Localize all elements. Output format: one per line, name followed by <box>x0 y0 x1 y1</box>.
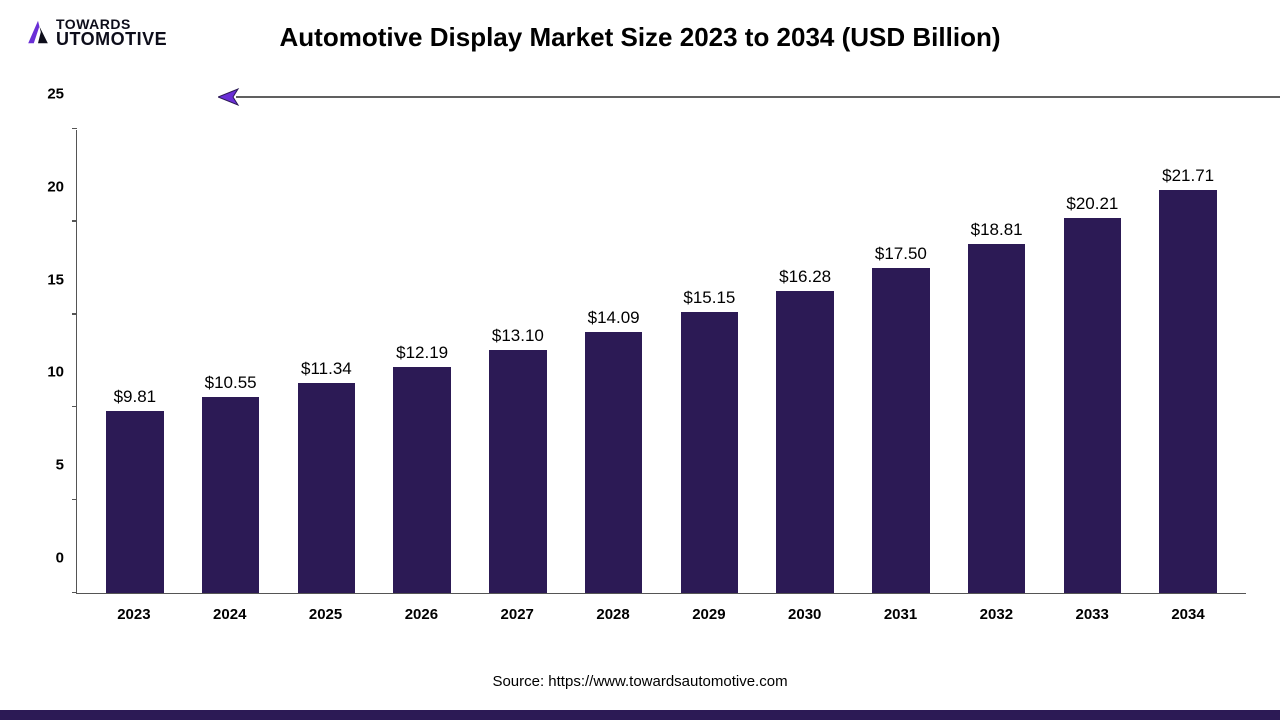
x-tick-label: 2025 <box>278 600 374 630</box>
y-tick-mark <box>72 499 77 501</box>
bar-chart: 0 5 10 15 2025 $9.81 $10.55 $11.34 $12.19 $13.10… <box>36 130 1246 630</box>
y-tick-mark <box>72 406 77 408</box>
bar-value-label: $20.21 <box>1066 194 1118 214</box>
bar-wrap: $16.28 <box>757 130 853 593</box>
bar-wrap: $15.15 <box>662 130 758 593</box>
x-tick-label: 2031 <box>853 600 949 630</box>
bar-wrap: $14.09 <box>566 130 662 593</box>
x-tick-label: 2028 <box>565 600 661 630</box>
bar-value-label: $17.50 <box>875 244 927 264</box>
logo-line2: UTOMOTIVE <box>56 31 167 47</box>
y-tick-label: 20 <box>47 178 64 195</box>
bar <box>776 291 833 593</box>
bar-wrap: $21.71 <box>1140 130 1236 593</box>
bar <box>681 312 738 593</box>
chart-title: Automotive Display Market Size 2023 to 2… <box>280 22 1001 53</box>
bar-value-label: $9.81 <box>114 387 157 407</box>
bar-value-label: $11.34 <box>301 359 352 379</box>
footer-bar <box>0 710 1280 720</box>
y-tick-label: 10 <box>47 364 64 381</box>
source-text: Source: https://www.towardsautomotive.co… <box>492 673 787 690</box>
bar-wrap: $10.55 <box>183 130 279 593</box>
y-tick-mark <box>72 128 77 130</box>
bar-wrap: $17.50 <box>853 130 949 593</box>
bar <box>872 268 929 593</box>
bar-value-label: $21.71 <box>1162 166 1214 186</box>
bar-wrap: $13.10 <box>470 130 566 593</box>
bar <box>106 411 163 593</box>
bar-value-label: $10.55 <box>205 373 257 393</box>
bar-value-label: $13.10 <box>492 326 544 346</box>
y-tick-label: 5 <box>56 457 64 474</box>
bar <box>968 244 1025 593</box>
bar-value-label: $18.81 <box>971 220 1023 240</box>
x-tick-label: 2034 <box>1140 600 1236 630</box>
bars-container: $9.81 $10.55 $11.34 $12.19 $13.10 $14.09 $15.1… <box>77 130 1246 593</box>
x-tick-label: 2029 <box>661 600 757 630</box>
bar <box>298 383 355 593</box>
bar-wrap: $12.19 <box>374 130 470 593</box>
x-tick-label: 2027 <box>469 600 565 630</box>
brand-logo: TOWARDS UTOMOTIVE <box>24 18 167 47</box>
logo-mark-icon <box>24 18 52 46</box>
bar <box>393 367 450 593</box>
x-tick-label: 2026 <box>373 600 469 630</box>
x-tick-label: 2032 <box>948 600 1044 630</box>
bar-wrap: $18.81 <box>949 130 1045 593</box>
bar-value-label: $15.15 <box>683 288 735 308</box>
y-tick-label: 25 <box>47 86 64 103</box>
y-tick-mark <box>72 220 77 222</box>
logo-text: TOWARDS UTOMOTIVE <box>56 18 167 47</box>
y-axis: 0510152025 <box>36 130 72 594</box>
x-axis-labels: 2023202420252026202720282029203020312032… <box>76 600 1246 630</box>
arrow-divider <box>218 88 1280 106</box>
bar-value-label: $16.28 <box>779 267 831 287</box>
bar-value-label: $14.09 <box>588 308 640 328</box>
x-tick-label: 2024 <box>182 600 278 630</box>
x-tick-label: 2030 <box>757 600 853 630</box>
y-tick-label: 0 <box>56 550 64 567</box>
bar <box>1064 218 1121 593</box>
bar-value-label: $12.19 <box>396 343 448 363</box>
plot-area: $9.81 $10.55 $11.34 $12.19 $13.10 $14.09 $15.1… <box>76 130 1246 594</box>
bar <box>1159 190 1216 593</box>
bar <box>202 397 259 593</box>
bar-wrap: $20.21 <box>1045 130 1141 593</box>
x-tick-label: 2033 <box>1044 600 1140 630</box>
y-tick-mark <box>72 592 77 594</box>
bar <box>489 350 546 593</box>
y-tick-mark <box>72 313 77 315</box>
x-tick-label: 2023 <box>86 600 182 630</box>
bar-wrap: $9.81 <box>87 130 183 593</box>
bar-wrap: $11.34 <box>279 130 375 593</box>
y-tick-label: 15 <box>47 271 64 288</box>
bar <box>585 332 642 594</box>
